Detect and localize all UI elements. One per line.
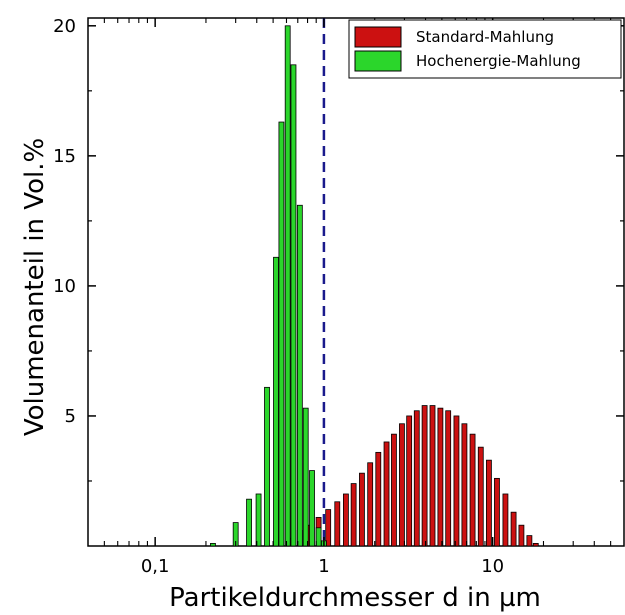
y-axis-title: Volumenanteil in Vol.% xyxy=(20,138,50,436)
standard-mahlung-bar xyxy=(510,511,517,547)
x-axis-title: Partikeldurchmesser d in µm xyxy=(169,583,541,613)
bars-hochenergie-mahlung xyxy=(210,25,327,547)
standard-mahlung-bar xyxy=(375,451,382,547)
standard-mahlung-bar xyxy=(383,441,390,547)
axes: 5 10 15 20 0,1 1 10 xyxy=(53,16,624,577)
x-tick-label: 0,1 xyxy=(141,556,170,577)
standard-mahlung-bar xyxy=(429,405,436,547)
standard-mahlung-bar xyxy=(445,410,452,547)
x-tick-label: 10 xyxy=(481,556,504,577)
hochenergie-mahlung-bar xyxy=(278,121,285,547)
standard-mahlung-bar xyxy=(526,535,533,547)
standard-mahlung-bar xyxy=(391,433,397,547)
hochenergie-mahlung-bar xyxy=(246,498,252,547)
hochenergie-mahlung-bar xyxy=(255,493,262,547)
standard-mahlung-bar xyxy=(367,462,374,547)
legend-label: Hochenergie-Mahlung xyxy=(416,52,581,70)
plot-border xyxy=(87,17,625,547)
hochenergie-mahlung-bar xyxy=(284,25,291,547)
hochenergie-mahlung-bar xyxy=(210,542,216,547)
standard-mahlung-bar xyxy=(437,407,444,547)
hochenergie-mahlung-bar xyxy=(309,470,315,547)
standard-mahlung-bar xyxy=(461,423,468,547)
legend-label: Standard-Mahlung xyxy=(416,28,554,46)
y-tick-label: 15 xyxy=(53,146,76,167)
standard-mahlung-bar xyxy=(399,423,405,547)
standard-mahlung-bar xyxy=(359,472,365,547)
standard-mahlung-bar xyxy=(334,501,341,547)
standard-mahlung-bar xyxy=(502,493,509,547)
standard-mahlung-bar xyxy=(325,509,332,547)
x-tick-label: 1 xyxy=(318,556,329,577)
hochenergie-mahlung-bar xyxy=(273,256,279,547)
y-tick-label: 10 xyxy=(53,276,76,297)
bars-standard-mahlung xyxy=(277,405,539,547)
hochenergie-mahlung-bar xyxy=(290,64,297,547)
standard-mahlung-bar xyxy=(453,415,460,547)
standard-mahlung-bar xyxy=(532,542,539,547)
legend-swatch xyxy=(354,26,402,48)
hochenergie-mahlung-bar xyxy=(264,386,270,547)
legend-swatch xyxy=(354,50,402,72)
y-tick-label: 5 xyxy=(65,406,76,427)
y-tick-label: 20 xyxy=(53,16,76,37)
plot-frame xyxy=(87,17,625,547)
hochenergie-mahlung-bar xyxy=(296,204,303,547)
standard-mahlung-bar xyxy=(477,446,484,547)
standard-mahlung-bar xyxy=(518,524,525,547)
hochenergie-mahlung-bar xyxy=(302,407,309,547)
legend: Standard-Mahlung Hochenergie-Mahlung xyxy=(348,19,622,79)
standard-mahlung-bar xyxy=(494,477,500,547)
standard-mahlung-bar xyxy=(406,415,413,547)
standard-mahlung-bar xyxy=(486,459,492,547)
hochenergie-mahlung-bar xyxy=(315,527,322,547)
standard-mahlung-bar xyxy=(421,405,428,547)
standard-mahlung-bar xyxy=(469,433,476,547)
standard-mahlung-bar xyxy=(343,493,349,547)
standard-mahlung-bar xyxy=(350,483,357,547)
standard-mahlung-bar xyxy=(413,410,420,547)
